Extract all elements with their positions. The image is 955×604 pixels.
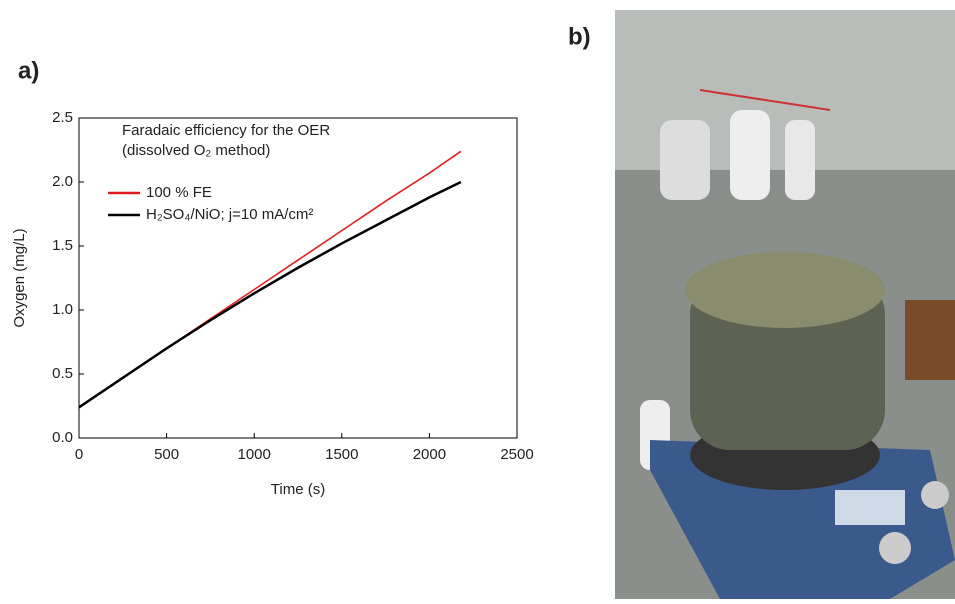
legend-label: H₂SO₄/NiO; j=10 mA/cm²	[146, 206, 313, 223]
x-tick-label: 1000	[238, 446, 271, 463]
x-tick-label: 2500	[500, 446, 533, 463]
panel-label: a)	[18, 57, 39, 84]
y-axis-label: Oxygen (mg/L)	[11, 228, 28, 327]
legend-label: 100 % FE	[146, 184, 212, 201]
y-tick-label: 2.0	[52, 173, 73, 190]
y-tick-label: 0.5	[52, 365, 73, 382]
plot-frame	[78, 117, 518, 439]
x-tick-label: 500	[154, 446, 179, 463]
x-tick-label: 0	[75, 446, 83, 463]
y-tick-label: 1.0	[52, 301, 73, 318]
data-line	[78, 180, 462, 409]
annotation: Faradaic efficiency for the OER	[122, 122, 330, 139]
annotation: (dissolved O₂ method)	[122, 142, 270, 159]
photo	[615, 10, 955, 599]
panel-label: b)	[568, 23, 591, 50]
x-tick-label: 1500	[325, 446, 358, 463]
y-tick-label: 0.0	[52, 429, 73, 446]
x-axis-label: Time (s)	[271, 481, 325, 498]
y-tick-label: 1.5	[52, 237, 73, 254]
x-tick-label: 2000	[413, 446, 446, 463]
y-tick-label: 2.5	[52, 109, 73, 126]
